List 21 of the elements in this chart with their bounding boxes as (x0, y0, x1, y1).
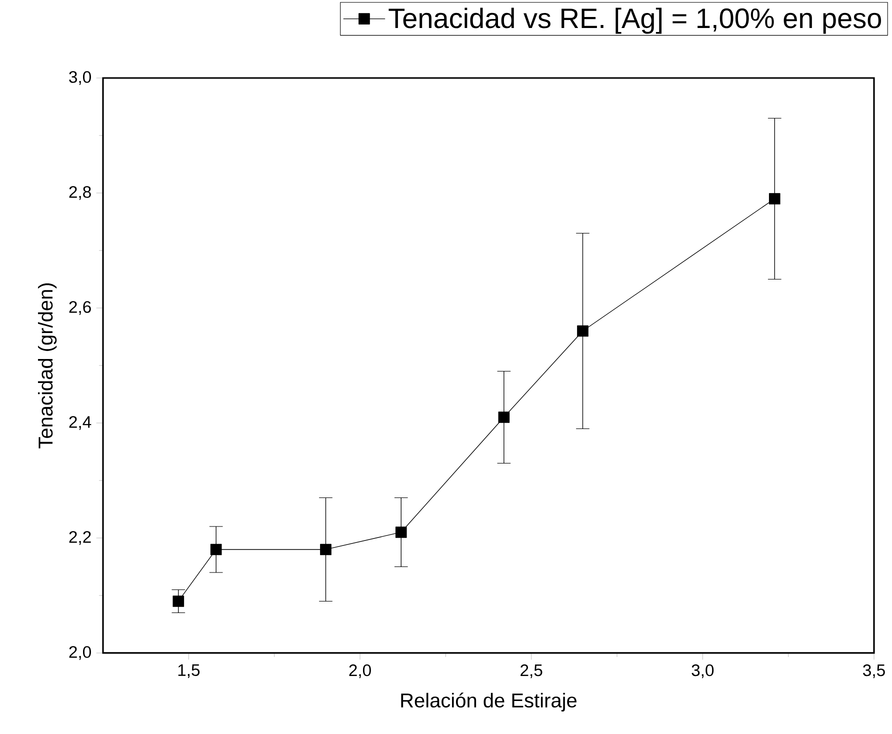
y-axis-title: Tenacidad (gr/den) (38, 283, 57, 448)
x-tick-label: 1,5 (178, 664, 200, 678)
x-tick-label: 3,5 (863, 664, 885, 678)
point (498, 412, 510, 423)
y-tick-label: 2,6 (69, 301, 91, 315)
y-tick-label: 2,8 (69, 186, 91, 200)
y-tick-label: 2,2 (69, 531, 91, 545)
x-tick-label: 3,0 (692, 664, 714, 678)
point (320, 544, 332, 556)
y-tick-label: 2,4 (69, 416, 92, 430)
point (395, 526, 407, 538)
y-tick-label: 3,0 (69, 71, 91, 85)
legend-label: Tenacidad vs RE. [Ag] = 1,00% en peso (388, 8, 882, 34)
point (172, 596, 184, 607)
point (210, 544, 222, 556)
x-tick-label: 2,5 (520, 664, 542, 678)
point (768, 193, 780, 204)
point (577, 325, 588, 337)
x-tick-label: 2,0 (349, 664, 371, 678)
y-tick-label: 2,0 (69, 646, 91, 660)
x-axis-title: Relación de Estiraje (401, 692, 576, 712)
